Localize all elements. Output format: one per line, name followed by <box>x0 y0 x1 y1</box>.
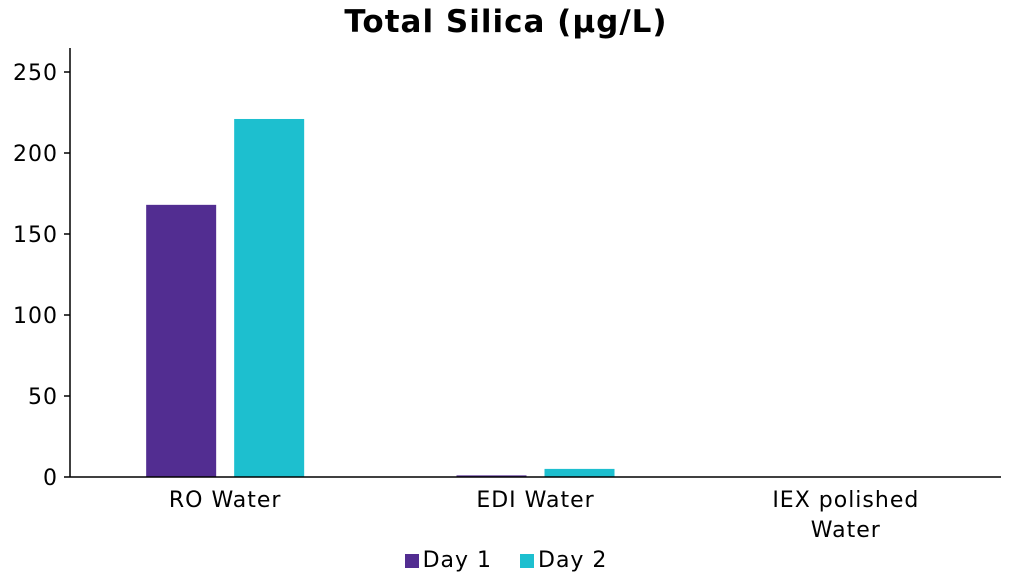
bars <box>146 118 615 477</box>
legend-item-day-2[interactable]: Day 2 <box>520 548 607 573</box>
y-tick-label: 150 <box>13 223 58 248</box>
y-tick-label: 100 <box>13 304 58 329</box>
bar-day-2-0[interactable] <box>234 118 305 477</box>
bar-day-2-1[interactable] <box>544 468 615 477</box>
x-tick-label: RO Water <box>169 488 282 513</box>
y-tick-label: 250 <box>13 61 58 86</box>
legend-swatch-day-2 <box>520 553 534 568</box>
bar-day-1-1[interactable] <box>456 475 527 477</box>
y-tick-label: 0 <box>43 466 58 491</box>
x-axis: RO Water EDI Water IEX polished Water <box>70 476 1001 543</box>
bar-day-1-0[interactable] <box>146 204 217 477</box>
chart-title: Total Silica (µg/L) <box>344 4 668 40</box>
x-tick-label: IEX polished <box>772 488 919 513</box>
legend-label-day-2: Day 2 <box>538 548 608 573</box>
legend-item-day-1[interactable]: Day 1 <box>404 548 492 573</box>
legend: Day 1 Day 2 <box>0 548 1012 573</box>
y-tick-label: 200 <box>13 142 58 167</box>
legend-label-day-1: Day 1 <box>422 548 492 573</box>
y-tick-label: 50 <box>28 385 58 410</box>
x-tick-label: Water <box>811 518 881 543</box>
legend-swatch-day-1 <box>404 553 419 568</box>
x-tick-label: EDI Water <box>476 488 594 513</box>
y-axis: 0 50 100 150 200 250 <box>13 48 71 491</box>
